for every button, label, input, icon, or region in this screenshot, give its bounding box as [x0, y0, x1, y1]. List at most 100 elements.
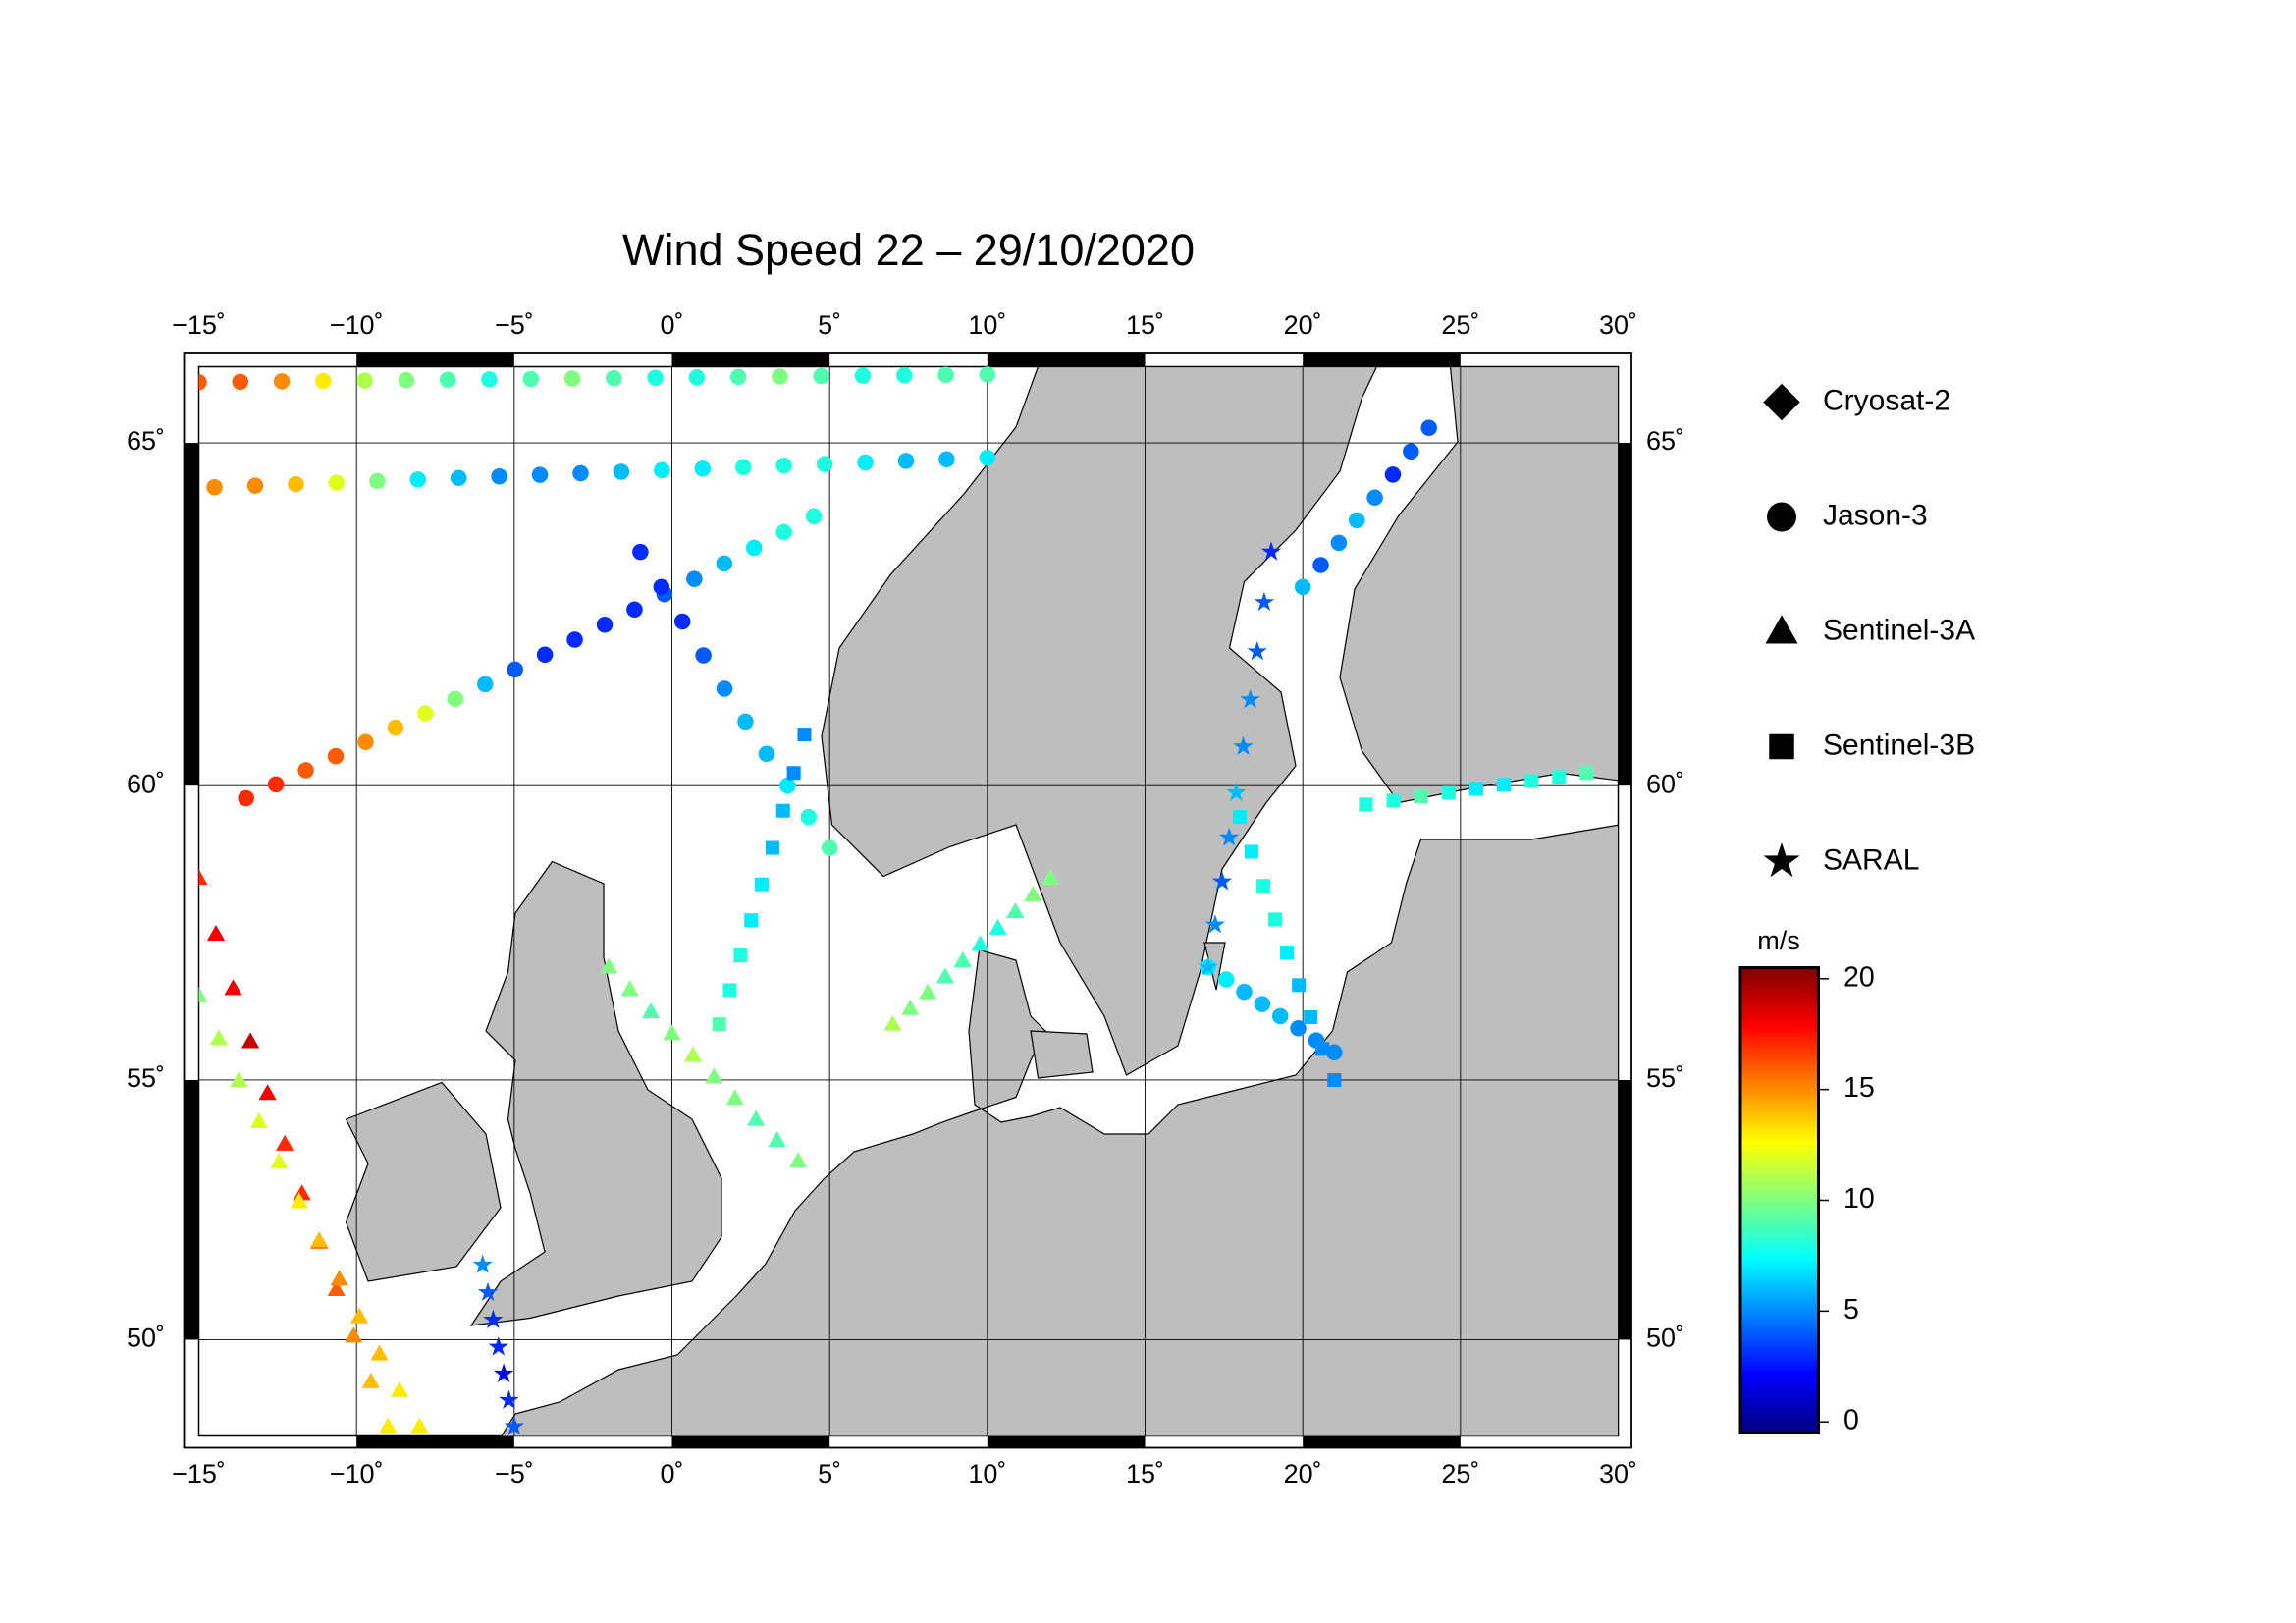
- marker-circle: [409, 471, 426, 488]
- marker-circle: [1366, 489, 1383, 507]
- marker-circle: [328, 474, 346, 491]
- marker-triangle: [988, 918, 1007, 935]
- marker-triangle: [206, 924, 226, 942]
- map-title: Wind Speed 22 – 29/10/2020: [622, 225, 1195, 275]
- marker-triangle: [350, 1307, 369, 1324]
- marker-circle: [653, 578, 670, 596]
- marker-square: [1280, 946, 1295, 960]
- marker-circle: [481, 371, 498, 388]
- marker-triangle: [241, 1032, 260, 1049]
- marker-triangle: [600, 957, 618, 974]
- x-tick-label: 25˚: [1441, 310, 1479, 340]
- marker-circle: [356, 372, 373, 389]
- x-tick-label: 0˚: [660, 1459, 683, 1488]
- marker-star: [1218, 827, 1240, 846]
- marker-circle: [439, 371, 456, 389]
- marker-star: [1204, 914, 1226, 934]
- marker-triangle: [258, 1084, 277, 1101]
- marker-circle: [507, 661, 523, 678]
- marker-circle: [758, 745, 775, 763]
- colorbar: m/s 0 5 10 15 20: [1738, 926, 1875, 1436]
- marker-circle: [476, 676, 494, 693]
- frame-band: [356, 353, 514, 367]
- marker-square: [733, 948, 748, 963]
- marker-triangle: [230, 1070, 248, 1088]
- marker-circle: [800, 808, 817, 826]
- x-tick-label: −15˚: [172, 1459, 226, 1488]
- danish-islands: [1030, 1030, 1094, 1079]
- marker-star: [504, 1416, 525, 1435]
- marker-circle: [626, 601, 643, 619]
- marker-circle: [387, 719, 404, 736]
- y-tick-label: 65˚: [127, 426, 165, 456]
- marker-triangle: [663, 1024, 681, 1041]
- marker-triangle: [901, 999, 920, 1015]
- y-tick-label: 60˚: [1646, 769, 1684, 798]
- frame-band: [1303, 353, 1461, 367]
- marker-triangle: [1006, 901, 1025, 919]
- marker-circle: [522, 370, 539, 388]
- marker-circle: [816, 456, 833, 472]
- marker-circle: [686, 570, 703, 587]
- finland-russia: [1339, 366, 1619, 804]
- marker-square: [797, 728, 812, 742]
- x-tick-label: −5˚: [495, 310, 534, 340]
- marker-circle: [775, 457, 792, 474]
- marker-star: [483, 1309, 504, 1329]
- marker-triangle: [1024, 886, 1042, 902]
- frame-band: [1618, 443, 1632, 786]
- colorbar-tick-label: 15: [1843, 1072, 1875, 1104]
- marker-triangle: [788, 1152, 808, 1168]
- legend-label: Jason-3: [1823, 499, 1928, 531]
- marker-circle: [688, 369, 706, 386]
- marker-circle: [979, 449, 996, 466]
- marker-triangle: [725, 1089, 744, 1106]
- marker-triangle: [370, 1344, 389, 1361]
- marker-star: [477, 1281, 499, 1302]
- frame-band: [1303, 1435, 1461, 1448]
- marker-circle: [745, 539, 763, 557]
- marker-circle: [206, 478, 223, 496]
- marker-circle: [238, 789, 254, 807]
- marker-circle: [716, 680, 733, 697]
- marker-circle: [450, 469, 467, 487]
- marker-circle: [694, 460, 712, 477]
- marker-circle: [417, 705, 434, 722]
- x-tick-label: 15˚: [1126, 310, 1164, 340]
- marker-circle: [654, 461, 670, 479]
- marker-square: [1315, 1042, 1330, 1056]
- marker-triangle: [345, 1326, 363, 1343]
- marker-triangle: [935, 967, 955, 984]
- marker-circle: [531, 466, 549, 483]
- marker-circle: [857, 454, 874, 471]
- x-tick-label: −15˚: [172, 310, 226, 340]
- marker-square: [1414, 789, 1428, 804]
- marker-circle: [1254, 996, 1271, 1012]
- colorbar-tick-label: 0: [1843, 1405, 1859, 1436]
- marker-circle: [232, 373, 249, 391]
- x-tick-label: 20˚: [1284, 1459, 1322, 1488]
- colorbar-ramp: [1738, 966, 1821, 1434]
- marker-circle: [315, 372, 332, 390]
- marker-circle: [979, 366, 996, 383]
- marker-circle: [536, 646, 554, 664]
- legend: Cryosat-2 Jason-3 Sentinel-3A Sentinel-3B SA…: [1763, 383, 1975, 878]
- colorbar-label: m/s: [1757, 926, 1800, 955]
- frame-band: [184, 443, 199, 786]
- marker-triangle: [310, 1231, 329, 1248]
- marker-star: [472, 1254, 493, 1273]
- x-tick-label: 0˚: [660, 310, 683, 340]
- marker-circle: [673, 613, 691, 630]
- marker-circle: [491, 467, 507, 485]
- marker-circle: [563, 370, 581, 387]
- marker-square: [712, 1017, 726, 1032]
- y-tick-label: 60˚: [127, 769, 165, 798]
- frame-band: [987, 353, 1146, 367]
- graticule: −15˚ −15˚ −10˚ −10˚ −5˚ −5˚ 0˚ 0˚ 5˚ 5˚ 10˚ 10˚ 15˚ 1…: [127, 310, 1684, 1488]
- marker-circle: [896, 366, 913, 384]
- marker-square: [722, 983, 737, 998]
- marker-circle: [273, 373, 291, 390]
- marker-circle: [937, 366, 954, 384]
